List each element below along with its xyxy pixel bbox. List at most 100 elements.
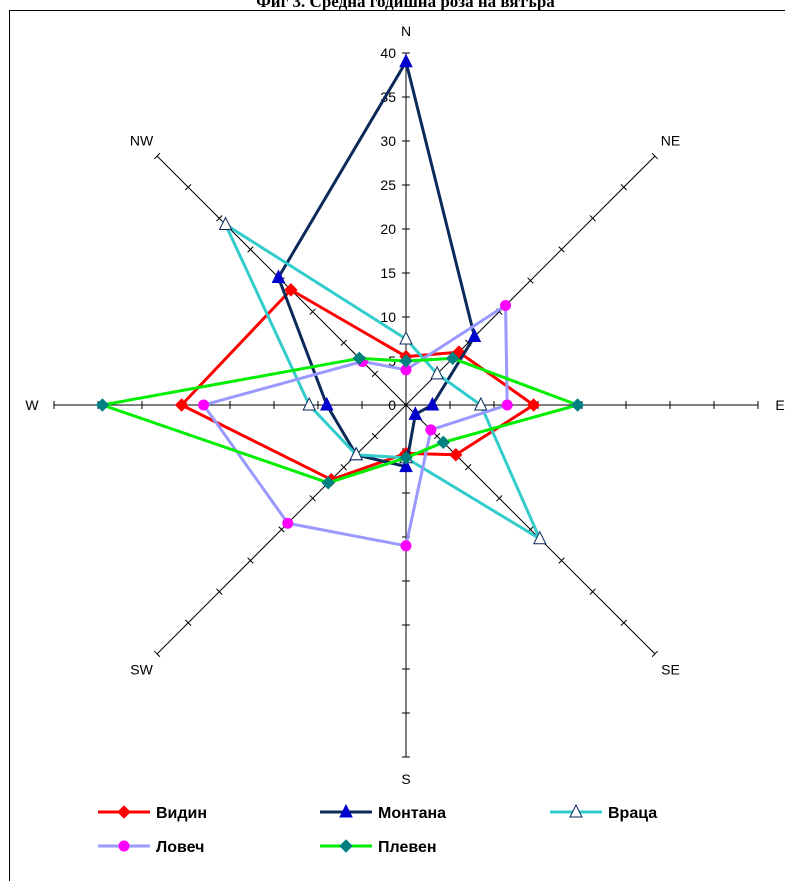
data-point [408,406,423,420]
legend-item: Монтана [320,803,446,822]
data-point [436,435,451,450]
data-point [500,299,512,311]
data-point [449,448,463,462]
legend-item: Видин [98,805,207,822]
data-point [174,398,189,412]
legend-item: Ловеч [98,839,204,856]
legend-label: Плевен [378,839,437,856]
radial-tick-label: 10 [380,309,396,325]
data-point [399,451,413,465]
direction-label-s: S [401,771,410,787]
radial-tick-label: 15 [380,265,396,281]
axis-tick [153,650,161,658]
radar-series [95,53,585,552]
radial-tick-label: 20 [380,221,396,237]
data-point [118,840,130,852]
data-point [569,803,583,818]
data-point [117,805,131,819]
axis-tick [278,526,285,533]
axis-tick [247,557,254,564]
radial-tick-label: 40 [380,45,396,61]
data-point [400,540,412,552]
data-point [430,365,444,380]
legend-item: Плевен [320,839,437,856]
legend-label: Враца [608,805,657,822]
axis-tick [433,432,441,440]
direction-label-w: W [25,397,39,413]
data-point [282,517,294,529]
axis-tick [340,464,347,471]
series-4 [95,351,585,490]
data-point [319,396,334,411]
axis-tick [651,152,659,160]
axis-tick [589,588,596,595]
plot-border [9,10,785,881]
axis-tick [496,495,503,502]
data-point [399,354,413,368]
axis-tick [309,308,316,315]
data-point [445,351,460,366]
data-point [339,803,353,818]
direction-label-e: E [775,397,784,413]
data-point [399,458,413,473]
data-point [473,396,488,411]
legend: Видин Монтана Враца Ловеч Плевен [98,803,657,856]
data-point [352,351,367,366]
data-point [526,398,541,412]
data-point [532,530,547,545]
data-point [321,476,335,490]
axis-tick [620,184,627,191]
axis-tick [371,432,379,440]
data-point [425,396,440,411]
axis-tick [247,246,254,253]
legend-label: Монтана [378,805,446,822]
data-point [271,269,286,283]
axis-tick [651,650,659,658]
radial-tick-label: 0 [388,397,396,413]
data-point [399,330,413,345]
data-point [467,328,482,343]
legend-item: Враца [550,803,657,822]
data-point [95,398,110,412]
data-point [198,399,210,411]
data-point [349,446,364,461]
direction-label-se: SE [661,661,680,677]
direction-label-ne: NE [661,133,680,149]
axis-tick [527,277,534,284]
radial-tick-label: 25 [380,177,396,193]
direction-label-n: N [401,23,411,39]
direction-label-sw: SW [130,661,153,677]
data-point [302,396,317,411]
series-3 [198,299,513,552]
data-point [339,839,353,853]
axis-tick [558,557,565,564]
data-point [425,424,437,436]
series-2 [218,216,547,545]
axis-tick [340,339,347,346]
data-point [284,283,298,297]
series-line [201,302,509,548]
axis-tick [153,152,161,160]
direction-label-nw: NW [130,133,154,149]
radial-tick-label: 30 [380,133,396,149]
data-point [570,398,585,412]
axis-tick [371,370,379,378]
data-point [399,53,413,68]
axis-tick [309,495,316,502]
data-point [501,399,513,411]
legend-label: Видин [156,805,207,822]
chart-title: Фиг 3. Средна годишна роза на вятъра [256,0,555,11]
axis-tick [465,464,472,471]
data-point [218,216,233,231]
axis-tick [185,619,192,626]
axis-tick [589,215,596,222]
axis-tick [216,588,223,595]
legend-label: Ловеч [156,839,204,856]
axis-tick [185,184,192,191]
axis-tick [558,246,565,253]
axis-tick [620,619,627,626]
axis-tick [216,215,223,222]
